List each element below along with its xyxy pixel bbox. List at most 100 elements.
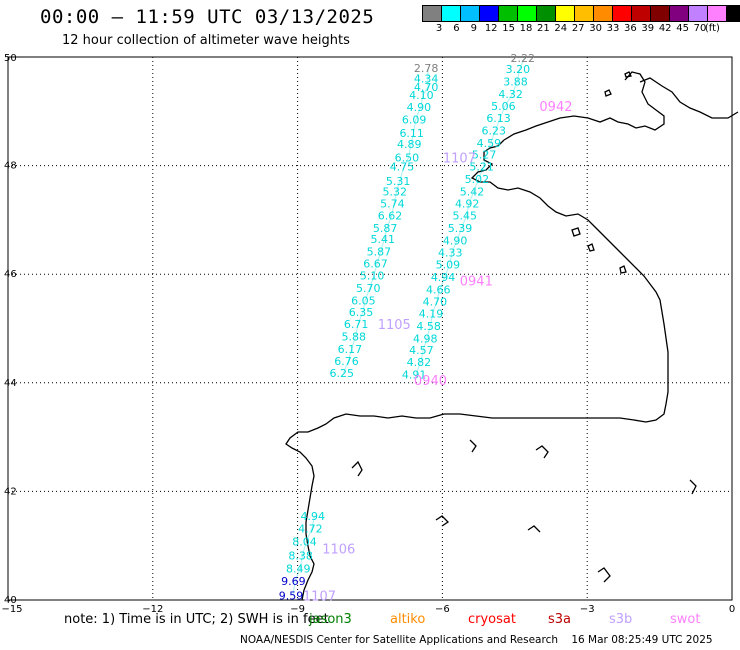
wave-height-label: 4.75 <box>390 161 415 174</box>
wave-height-label: 4.90 <box>443 235 468 248</box>
wave-height-label: 2.78 <box>414 62 439 75</box>
mission-s3b: s3b <box>609 612 633 627</box>
pass-time-label: 1107 <box>303 590 336 605</box>
wave-height-label: 5.09 <box>436 258 461 271</box>
wave-height-label: 6.25 <box>329 367 354 380</box>
wave-height-label: 6.67 <box>363 257 388 270</box>
legend-label: 3 <box>435 23 443 34</box>
map-grid <box>7 56 733 601</box>
wave-height-label: 4.33 <box>438 246 463 259</box>
wave-height-label: 4.19 <box>419 307 444 320</box>
legend-swatches <box>422 5 740 22</box>
wave-height-label: 3.20 <box>506 63 531 76</box>
legend-label: 21 <box>537 23 550 34</box>
wave-height-label: 5.41 <box>370 233 395 246</box>
wave-height-label: 4.72 <box>298 522 323 535</box>
lat-tick-label: 48 <box>4 161 17 172</box>
wave-height-label: 5.70 <box>356 282 381 295</box>
footer: NOAA/NESDIS Center for Satellite Applica… <box>240 634 713 646</box>
wave-height-label: 5.32 <box>383 186 408 199</box>
lon-tick-label: −9 <box>290 604 305 615</box>
wave-height-label: 4.58 <box>416 320 441 333</box>
wave-height-label: 5.39 <box>448 222 473 235</box>
legend-label: 70 <box>693 23 707 34</box>
lon-tick-label: −6 <box>435 604 450 615</box>
lon-tick-label: −3 <box>580 604 595 615</box>
coast-river-3 <box>435 515 450 527</box>
wave-height-label: 4.82 <box>407 356 432 369</box>
legend-label: (ft) <box>704 23 720 34</box>
wave-height-label: 5.88 <box>342 331 367 344</box>
wave-height-label: 5.87 <box>367 245 392 258</box>
track-line <box>292 515 315 596</box>
legend-label: 6 <box>453 23 460 34</box>
footer-timestamp: 16 Mar 08:25:49 UTC 2025 <box>571 634 713 646</box>
pass-time-label: 0942 <box>539 100 572 115</box>
wave-height-label: 4.70 <box>423 295 448 308</box>
color-legend: 3 6 9 12 15 18 21 24 27 30 33 36 39 42 45 70 (ft) <box>422 5 740 34</box>
wave-height-label: 4.70 <box>414 81 439 94</box>
footnote: note: 1) Time is in UTC; 2) SWH is in fe… <box>64 612 700 627</box>
wave-height-label: 2.22 <box>510 52 535 65</box>
wave-height-label: 6.71 <box>344 318 369 331</box>
mission-cryosat: cryosat <box>468 612 516 627</box>
track-east: 2.223.203.884.325.066.136.234.595.275.21… <box>402 52 535 382</box>
lon-tick-label: −12 <box>142 604 163 615</box>
wave-height-label: 8.04 <box>292 535 317 548</box>
coast-river-7 <box>469 439 477 453</box>
track-west: 2.784.344.704.104.906.096.114.896.504.75… <box>329 62 438 380</box>
wave-height-label: 6.62 <box>378 210 403 223</box>
wave-height-label: 6.05 <box>351 294 376 307</box>
wave-height-label: 4.98 <box>413 332 438 345</box>
wave-height-label: 4.91 <box>402 369 427 382</box>
note-text: note: 1) Time is in UTC; 2) SWH is in fe… <box>64 612 329 627</box>
coast-river-1 <box>351 460 363 477</box>
wave-height-label: 4.34 <box>414 73 439 86</box>
track-south: 4.944.728.048.388.499.69 9.59 <box>279 510 325 603</box>
mission-altiko: altiko <box>390 612 426 627</box>
pass-time-label: 1107 <box>443 151 476 166</box>
lon-tick-label: −15 <box>1 604 22 615</box>
wave-height-label: 5.02 <box>465 173 490 186</box>
lon-tick-label: 0 <box>729 604 735 615</box>
wave-height-label: 4.94 <box>431 271 456 284</box>
mission-s3a: s3a <box>548 612 572 627</box>
wave-height-label: 5.21 <box>469 161 494 174</box>
wave-height-label: 9.59 <box>279 590 304 603</box>
track-line <box>342 67 429 374</box>
wave-height-label: 5.42 <box>460 186 485 199</box>
coast-brittany-biscay <box>285 139 669 601</box>
pass-time-label: 0940 <box>414 374 447 389</box>
map-frame <box>7 56 733 601</box>
legend-label: 24 <box>554 23 568 34</box>
page-subtitle: 12 hour collection of altimeter wave hei… <box>62 33 350 48</box>
wave-height-label: 5.10 <box>360 269 385 282</box>
wave-height-label: 4.66 <box>426 283 451 296</box>
track-line <box>415 57 525 375</box>
legend-label: 36 <box>624 23 637 34</box>
wave-height-label: 8.49 <box>286 563 311 576</box>
legend-label: 15 <box>502 23 515 34</box>
coastline <box>285 71 739 601</box>
pass-time-label: 0941 <box>460 275 493 290</box>
wave-height-label: 3.88 <box>503 75 528 88</box>
legend-label: 18 <box>519 23 533 34</box>
wave-height-label: 9.69 <box>281 575 306 588</box>
coast-cornwall <box>639 77 739 119</box>
legend-label: 30 <box>589 23 602 34</box>
lat-tick-label: 46 <box>4 269 17 280</box>
legend-labels: 3 6 9 12 15 18 21 24 27 30 33 36 39 42 45 70 (ft) <box>422 23 740 37</box>
coast-river-4 <box>597 567 611 583</box>
legend-label: 45 <box>676 23 689 34</box>
wave-height-label: 4.57 <box>409 344 434 357</box>
lat-tick-label: 50 <box>4 53 17 64</box>
pass-time-label: 1105 <box>378 318 411 333</box>
wave-height-label: 4.10 <box>409 89 434 102</box>
pass-time-labels: 0942 0941 0940 1107 1105 1106 1107 <box>303 100 573 605</box>
wave-height-label: 4.92 <box>455 198 480 211</box>
pass-time-label: 1106 <box>322 542 355 557</box>
legend-label: 42 <box>658 23 672 34</box>
legend-label: 12 <box>484 23 498 34</box>
wave-height-label: 6.23 <box>481 124 506 137</box>
